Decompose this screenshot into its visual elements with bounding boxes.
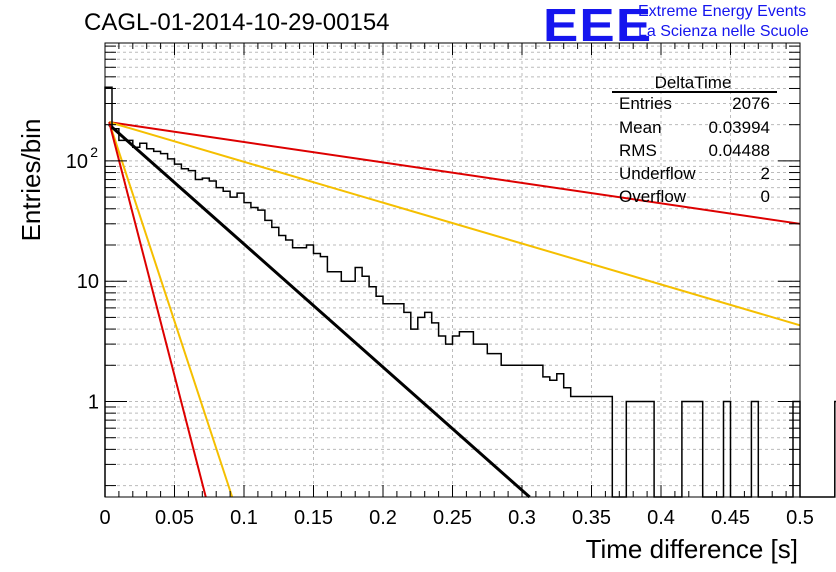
x-tick-label: 0.2 — [369, 507, 397, 529]
x-tick-label: 0.3 — [508, 507, 536, 529]
logo-subtitle-1: Extreme Energy Events — [638, 3, 807, 20]
plot-title: CAGL-01-2014-10-29-00154 — [84, 9, 390, 36]
stats-box-title: DeltaTime — [655, 73, 732, 92]
y-tick-label: 1 — [88, 392, 99, 414]
x-tick-label: 0.05 — [155, 507, 194, 529]
stats-overflow-label: Overflow — [619, 187, 687, 206]
exponential-curve-orange — [108, 121, 801, 327]
y-axis-label: Entries/bin — [16, 119, 46, 242]
logo-subtitle-2: La Scienza nelle Scuole — [638, 23, 809, 40]
x-tick-labels: 0 0.05 0.1 0.15 0.2 0.25 0.3 0.35 0.4 0.45 0.5 — [99, 507, 813, 529]
fit-line — [108, 123, 531, 499]
exponential-curve-orange — [108, 121, 234, 498]
axis-ticks — [104, 43, 801, 497]
stats-underflow-label: Underflow — [619, 164, 696, 183]
x-tick-label: 0.25 — [433, 507, 472, 529]
x-axis-label: Time difference [s] — [586, 534, 798, 564]
y-tick-label-exponent: 2 — [90, 144, 98, 160]
stats-rms-value: 0.04488 — [709, 141, 770, 160]
y-tick-label: 10 — [77, 271, 99, 293]
x-tick-label: 0.4 — [647, 507, 675, 529]
stats-mean-value: 0.03994 — [709, 118, 770, 137]
x-tick-label: 0.15 — [294, 507, 333, 529]
histogram-outline — [104, 86, 836, 498]
stats-underflow-value: 2 — [761, 164, 770, 183]
curves — [108, 121, 801, 499]
x-tick-label: 0.45 — [711, 507, 750, 529]
stats-entries-label: Entries — [619, 94, 672, 113]
x-tick-label: 0.1 — [230, 507, 258, 529]
x-tick-label: 0.35 — [572, 507, 611, 529]
x-tick-label: 0.5 — [786, 507, 814, 529]
y-tick-label: 10 — [66, 151, 88, 173]
stats-entries-value: 2076 — [732, 94, 770, 113]
histogram — [104, 86, 836, 498]
exponential-curve-red — [109, 121, 801, 225]
exponential-curve-red — [108, 121, 207, 498]
stats-overflow-value: 0 — [761, 187, 770, 206]
x-tick-label: 0 — [99, 507, 110, 529]
stats-box: DeltaTime Entries 2076 Mean 0.03994 RMS … — [612, 73, 777, 206]
stats-rms-label: RMS — [619, 141, 657, 160]
stats-mean-label: Mean — [619, 118, 662, 137]
